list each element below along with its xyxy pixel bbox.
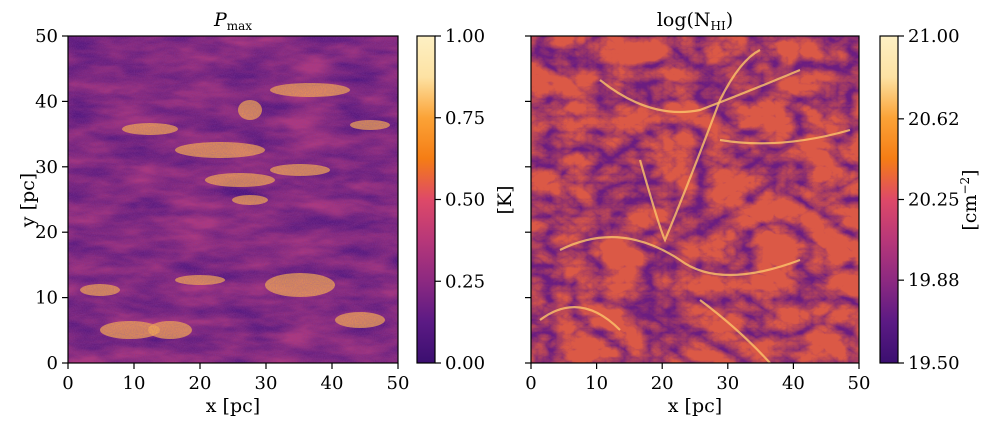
x-tick-label: 10 [585,373,608,394]
right-heatmap [531,36,859,363]
y-tick-label: 40 [35,91,58,112]
right-x-ticks: 0 10 20 30 40 50 [525,363,870,394]
right-colorbar-label: [cm−2] [958,169,981,230]
left-colorbar-ticks: 0.00 0.25 0.50 0.75 1.00 [435,26,485,374]
y-tick-label: 50 [35,26,58,47]
y-tick-label: 20 [35,222,58,243]
colorbar-tick-label: 1.00 [445,26,485,47]
left-colorbar-label: [K] [494,185,516,214]
colorbar-tick-label: 19.50 [908,353,960,374]
left-heatmap [68,36,398,363]
right-title: log(NHI) [657,9,733,33]
left-x-ticks: 0 10 20 30 40 50 [62,363,409,394]
left-panel: 0 10 20 30 40 50 0 10 20 30 40 50 Pmax x [pc] y [p… [17,9,409,417]
left-colorbar-gradient [417,36,435,363]
x-tick-label: 40 [321,373,344,394]
right-colorbar-gradient [880,36,898,363]
left-x-axis-label: x [pc] [206,395,260,417]
left-colorbar: 0.00 0.25 0.50 0.75 1.00 [K] [416,26,516,374]
left-frame [67,35,399,364]
colorbar-tick-label: 20.25 [908,190,960,211]
left-y-ticks: 0 10 20 30 40 50 [35,26,68,374]
x-tick-label: 10 [123,373,146,394]
y-tick-label: 0 [47,353,58,374]
right-colorbar: 19.50 19.88 20.25 20.62 21.00 [cm−2] [879,26,981,374]
x-tick-label: 20 [651,373,674,394]
colorbar-tick-label: 0.75 [445,108,485,129]
right-frame [530,35,860,364]
filament [599,68,801,114]
y-tick-label: 30 [35,157,58,178]
colorbar-tick-label: 0.00 [445,353,485,374]
right-panel: 0 10 20 30 40 50 log(NHI) x [pc] [525,9,870,417]
x-tick-label: 50 [848,373,871,394]
left-y-axis-label: y [pc] [17,173,39,228]
x-tick-label: 30 [255,373,278,394]
colorbar-tick-label: 0.50 [445,190,485,211]
right-x-axis-label: x [pc] [668,395,722,417]
colorbar-tick-label: 0.25 [445,271,485,292]
left-title: Pmax [213,9,252,33]
x-tick-label: 50 [387,373,410,394]
colorbar-tick-label: 21.00 [908,26,960,47]
y-tick-label: 10 [35,288,58,309]
x-tick-label: 0 [525,373,536,394]
filament [559,236,801,277]
x-tick-label: 40 [782,373,805,394]
filament [638,49,761,243]
filament [699,299,771,363]
x-tick-label: 30 [716,373,739,394]
x-tick-label: 0 [62,373,73,394]
filament [719,128,851,145]
x-tick-label: 20 [189,373,212,394]
right-colorbar-ticks: 19.50 19.88 20.25 20.62 21.00 [898,26,960,374]
filament [539,306,621,331]
right-y-ticks [525,35,531,364]
colorbar-tick-label: 20.62 [908,109,960,130]
colorbar-tick-label: 19.88 [908,270,960,291]
